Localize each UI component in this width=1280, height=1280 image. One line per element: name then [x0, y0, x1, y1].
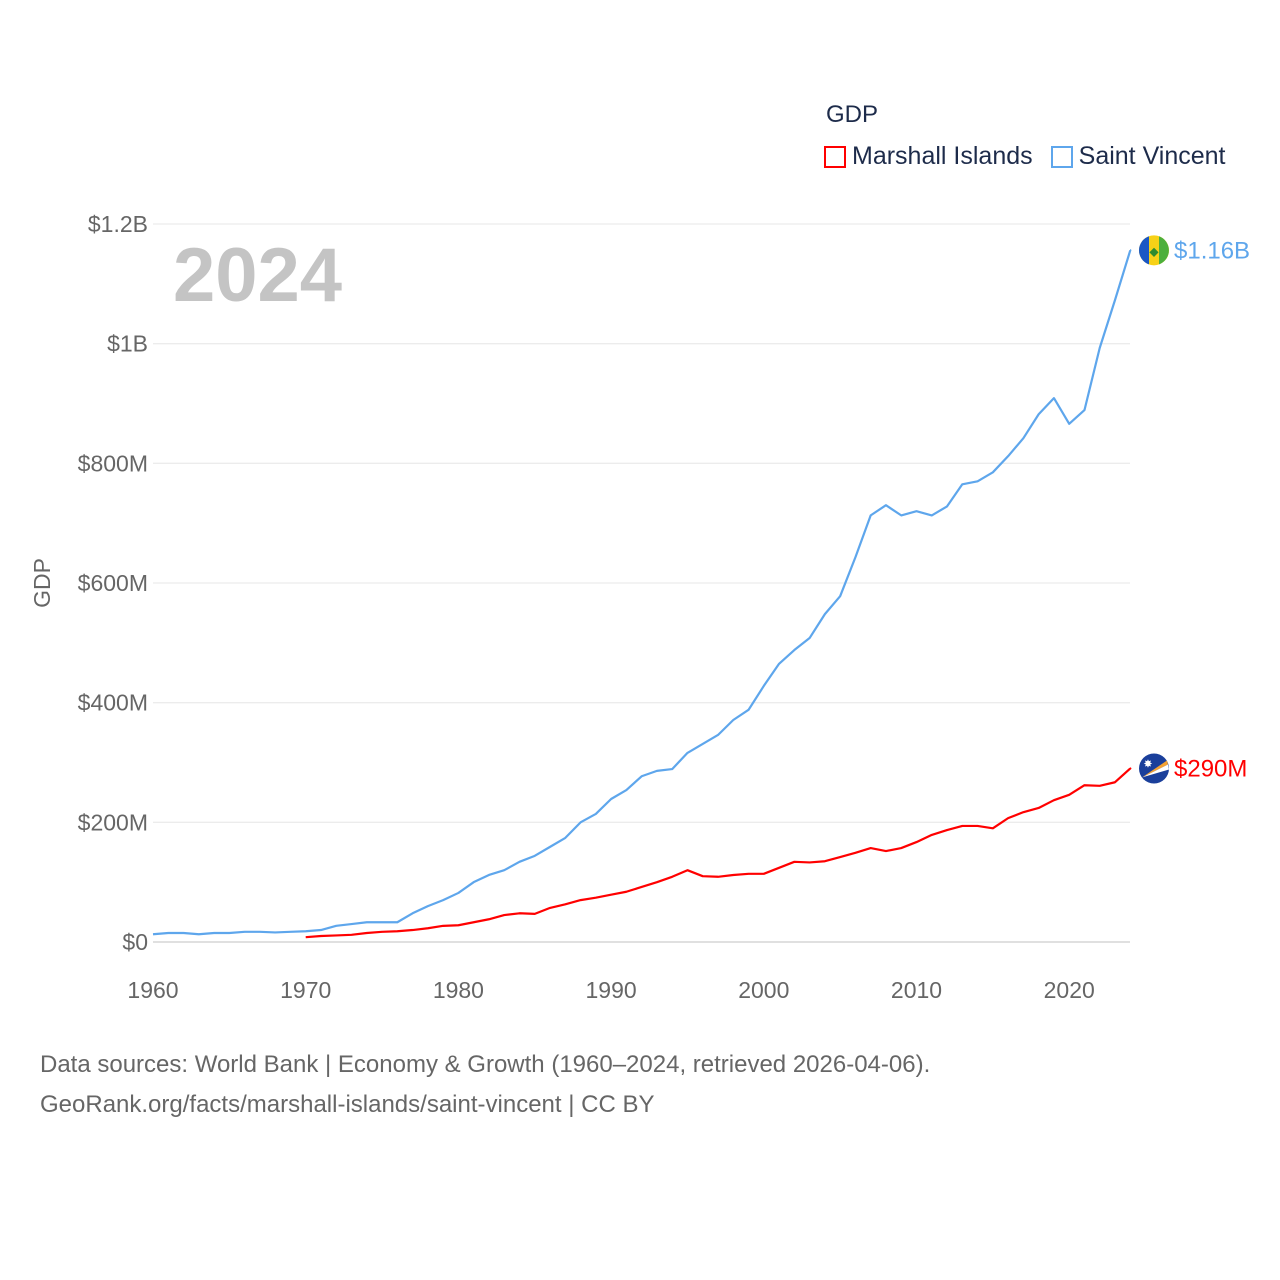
x-tick-label: 2000: [738, 977, 789, 1003]
series-line-saint-vincent: [152, 249, 1132, 936]
flag-stripe: [1142, 760, 1168, 778]
source-line: Data sources: World Bank | Economy & Gro…: [40, 1051, 931, 1078]
y-tick-label: $1B: [107, 331, 148, 357]
end-value-label: $1.16B: [1174, 237, 1250, 264]
y-tick-label: $800M: [78, 450, 148, 476]
x-tick-label: 1960: [127, 977, 178, 1003]
url-line: GeoRank.org/facts/marshall-islands/saint…: [40, 1091, 655, 1118]
y-tick-label: $400M: [78, 690, 148, 716]
legend-item-marshall-islands[interactable]: Marshall Islands: [824, 142, 1033, 171]
flag-stripe: [1139, 236, 1149, 265]
end-value-label: $290M: [1174, 755, 1247, 782]
flag-star: ✸: [1143, 758, 1152, 770]
series-line-marshall-islands: [305, 767, 1132, 939]
y-tick-label: $1.2B: [88, 211, 148, 237]
legend-swatch: [1050, 145, 1073, 168]
flag-diamonds: ◆: [1149, 244, 1159, 258]
x-tick-label: 2010: [891, 977, 942, 1003]
x-tick-label: 2020: [1044, 977, 1095, 1003]
legend-label: Marshall Islands: [852, 142, 1033, 170]
y-axis-title: GDP: [29, 558, 55, 608]
legend-swatch: [824, 145, 846, 168]
legend-item-saint-vincent[interactable]: Saint Vincent: [1050, 142, 1226, 171]
flag-stripe: [1159, 236, 1169, 265]
legend-title: GDP: [826, 101, 879, 128]
flag-stripe: [1142, 764, 1169, 778]
x-tick-label: 1980: [433, 977, 484, 1003]
y-tick-label: $0: [122, 929, 148, 955]
y-tick-label: $200M: [78, 809, 148, 835]
y-tick-label: $600M: [78, 570, 148, 596]
x-tick-label: 1990: [586, 977, 637, 1003]
footer: Data sources: World Bank | Economy & Gro…: [40, 1045, 930, 1125]
legend-label: Saint Vincent: [1078, 142, 1226, 170]
legend: Marshall Islands Saint Vincent: [824, 142, 1226, 171]
year-watermark: 2024: [173, 233, 343, 318]
x-tick-label: 1970: [280, 977, 331, 1003]
